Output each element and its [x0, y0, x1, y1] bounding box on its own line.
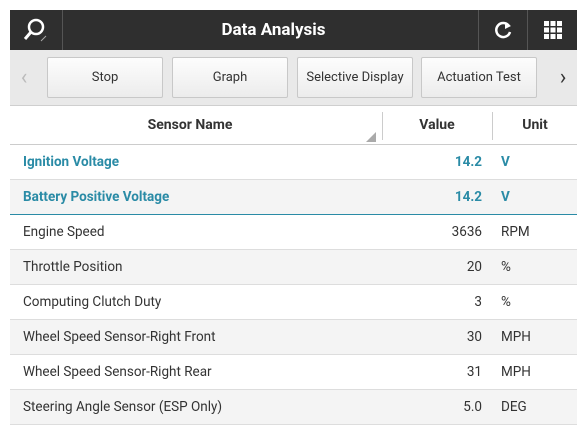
sensor-name: Engine Speed: [23, 224, 105, 240]
app: Data Analysis ‹ › Stop Graph Selective Dis…: [10, 10, 577, 425]
table-row[interactable]: Throttle Position 20%: [10, 250, 577, 285]
divider: [382, 112, 383, 140]
sensor-value: 3636: [451, 224, 482, 240]
column-header: Unit: [522, 117, 548, 133]
button-label: Actuation Test: [437, 70, 521, 85]
top-bar: Data Analysis: [10, 10, 577, 50]
sensor-name: Wheel Speed Sensor-Right Rear: [23, 364, 212, 380]
separator: [527, 10, 528, 50]
refresh-icon: [495, 21, 512, 39]
column-header: Sensor Name: [147, 117, 233, 133]
sensor-value: 14.2: [454, 154, 482, 170]
sensor-name: Battery Positive Voltage: [23, 189, 170, 205]
sensor-unit: RPM: [501, 224, 530, 240]
sensor-unit: MPH: [501, 329, 531, 345]
sensor-unit: MPH: [501, 364, 531, 380]
sensor-value: 14.2: [454, 189, 482, 205]
sensor-value: 30: [466, 329, 482, 345]
search-button[interactable]: [10, 10, 60, 50]
sensor-unit: V: [501, 154, 510, 170]
toolbar-button[interactable]: Actuation Test: [421, 57, 537, 98]
table-row[interactable]: Computing Clutch Duty 3%: [10, 285, 577, 320]
sensor-value: 20: [466, 259, 482, 275]
toolbar-button[interactable]: Selective Display: [297, 57, 413, 98]
button-label: Stop: [91, 70, 119, 85]
sensor-unit: %: [501, 259, 511, 275]
table-row[interactable]: Ignition Voltage 14.2 V: [10, 145, 577, 180]
separator: [62, 10, 63, 50]
table-row[interactable]: Wheel Speed Sensor-Right Front 30 MPH: [10, 320, 577, 355]
separator: [478, 10, 479, 50]
sensor-value: 3: [474, 294, 482, 310]
grid-icon: [543, 21, 562, 39]
sensor-value: 5.0: [463, 399, 482, 415]
title: Data Analysis: [221, 20, 326, 40]
column-header: Value: [419, 117, 455, 133]
scroll-right[interactable]: ›: [559, 65, 567, 90]
resize-handle: [366, 132, 376, 142]
divider: [492, 112, 493, 140]
toolbar: ‹ › Stop Graph Selective Display Actuation …: [10, 50, 577, 106]
table-row[interactable]: Steering Angle Sensor (ESP Only) 5.0 DEG: [10, 390, 577, 425]
button-label: Graph: [212, 70, 248, 85]
search-icon: [23, 18, 47, 42]
sensor-name: Computing Clutch Duty: [23, 294, 162, 310]
menu-button[interactable]: [528, 10, 577, 50]
sensor-unit: %: [501, 294, 511, 310]
scroll-left[interactable]: ‹: [20, 65, 28, 90]
sensor-value: 31: [466, 364, 482, 380]
toolbar-button[interactable]: Graph: [172, 57, 288, 98]
sensor-name: Ignition Voltage: [23, 154, 119, 170]
table-header: Sensor Name Value Unit: [10, 106, 577, 145]
toolbar-button[interactable]: Stop: [47, 57, 163, 98]
button-label: Selective Display: [306, 70, 404, 85]
sensor-name: Throttle Position: [23, 259, 123, 275]
sensor-name: Wheel Speed Sensor-Right Front: [23, 329, 216, 345]
sensor-unit: V: [501, 189, 510, 205]
table-row[interactable]: Battery Positive Voltage 14.2 V: [10, 180, 577, 215]
table-row[interactable]: Engine Speed 3636 RPM: [10, 215, 577, 250]
sensor-name: Steering Angle Sensor (ESP Only): [23, 399, 223, 415]
refresh-button[interactable]: [479, 10, 527, 50]
sensor-unit: DEG: [501, 399, 527, 415]
table-row[interactable]: Wheel Speed Sensor-Right Rear 31 MPH: [10, 355, 577, 390]
